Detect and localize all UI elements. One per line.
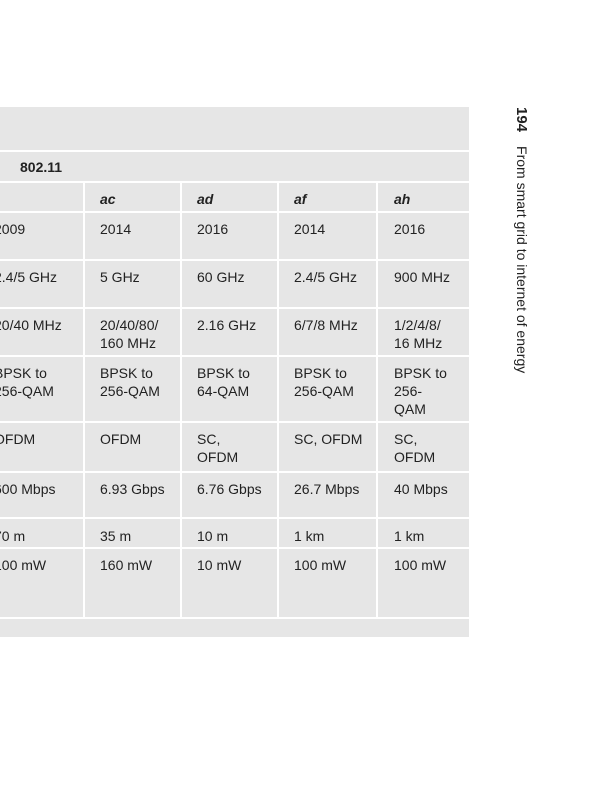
table-cell: 100 mW [394, 557, 447, 573]
table-cell: 2.4/5 GHz [294, 269, 358, 285]
table-cell: SC, OFDM [294, 431, 363, 447]
table-cell: 10 m [197, 528, 229, 544]
table-cell: BPSK to 256- QAM [394, 365, 447, 417]
table-cell: BPSK to 64-QAM [197, 365, 250, 399]
running-header: 194 From smart grid to internet of energy [500, 107, 530, 407]
table-cell: 1 km [394, 528, 425, 544]
table-cell: 2.16 GHz [197, 317, 257, 333]
table-cell: 2014 [294, 221, 326, 237]
table-cell: 6.93 Gbps [100, 481, 165, 497]
table-cell: BPSK to 256-QAM [0, 365, 54, 399]
page-number: 194 [513, 107, 530, 133]
table-cell: 2016 [197, 221, 229, 237]
table-cell: BPSK to 256-QAM [100, 365, 160, 399]
column-header-ad: ad [197, 191, 214, 207]
running-head-title: From smart grid to internet of energy [514, 146, 530, 374]
table-cell: 5 GHz [100, 269, 140, 285]
table-cell: 60 GHz [197, 269, 245, 285]
table-cell: 100 mW [294, 557, 347, 573]
column-header-ah: ah [394, 191, 411, 207]
table-cell: 160 mW [100, 557, 153, 573]
table-cell: 600 Mbps [0, 481, 56, 497]
table-cell: 10 mW [197, 557, 242, 573]
table-cell: SC, OFDM [394, 431, 436, 465]
table-cell: BPSK to 256-QAM [294, 365, 354, 399]
table-cell: 6/7/8 MHz [294, 317, 358, 333]
column-header-ac: ac [100, 191, 116, 207]
table-cell: 1/2/4/8/ 16 MHz [394, 317, 443, 351]
table-cell: SC, OFDM [197, 431, 239, 465]
table-cell: 26.7 Mbps [294, 481, 360, 497]
table-cell: 2.4/5 GHz [0, 269, 58, 285]
table-cell: 2014 [100, 221, 132, 237]
table-cell: 1 km [294, 528, 325, 544]
table-cell: 900 MHz [394, 269, 451, 285]
table-cell: 6.76 Gbps [197, 481, 262, 497]
table-cell: 20/40/80/ 160 MHz [100, 317, 159, 351]
table-cell: 20/40 MHz [0, 317, 62, 333]
spec-table: 802.11 n ac ad af ah 2009 2014 2016 2014… [0, 107, 469, 637]
table-cell: 35 m [100, 528, 132, 544]
table-cell: OFDM [100, 431, 142, 447]
group-header: 802.11 [20, 159, 63, 175]
table-cell: 40 Mbps [394, 481, 448, 497]
table-cell: 70 m [0, 528, 26, 544]
column-header-af: af [294, 191, 307, 207]
table-cell: 2009 [0, 221, 26, 237]
table-cell: 2016 [394, 221, 426, 237]
table-cell: OFDM [0, 431, 36, 447]
table-cell: 100 mW [0, 557, 47, 573]
